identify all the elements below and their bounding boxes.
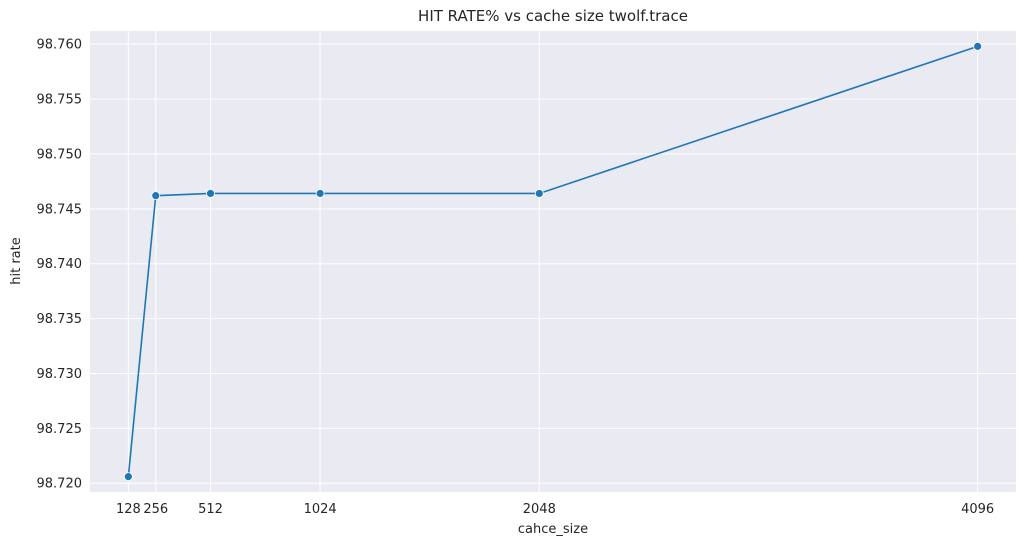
x-tick-label: 256	[143, 502, 168, 517]
data-point	[151, 191, 161, 201]
y-tick-label: 98.755	[37, 93, 83, 108]
y-tick-label: 98.745	[37, 202, 83, 217]
data-point	[534, 189, 544, 198]
y-tick-label: 98.720	[37, 477, 83, 492]
data-point	[206, 189, 215, 198]
chart-title: HIT RATE% vs cache size twolf.trace	[418, 7, 688, 25]
plot-background	[90, 31, 1016, 492]
y-tick-label: 98.740	[37, 257, 83, 272]
y-tick-labels: 98.720 98.725 98.730 98.735 98.740 98.745 98.7…	[37, 38, 83, 492]
data-point	[973, 41, 983, 51]
x-tick-label: 1024	[304, 502, 337, 517]
x-tick-label: 128	[116, 502, 141, 517]
grid	[90, 31, 1016, 492]
series-layer	[123, 41, 983, 482]
y-axis-label: hit rate	[9, 237, 24, 285]
y-tick-label: 98.750	[37, 147, 83, 162]
y-tick-label: 98.730	[37, 367, 83, 382]
series-line	[127, 45, 978, 477]
x-tick-labels: 128 256 512 1024 2048 4096	[116, 502, 994, 517]
y-tick-label: 98.760	[37, 38, 83, 53]
x-tick-label: 512	[198, 502, 223, 517]
x-tick-label: 4096	[961, 502, 994, 517]
y-tick-label: 98.735	[37, 312, 83, 327]
x-axis-label: cahce_size	[518, 522, 588, 537]
data-point	[315, 189, 325, 198]
data-point	[123, 472, 133, 482]
x-tick-label: 2048	[523, 502, 556, 517]
y-tick-label: 98.725	[37, 422, 83, 437]
